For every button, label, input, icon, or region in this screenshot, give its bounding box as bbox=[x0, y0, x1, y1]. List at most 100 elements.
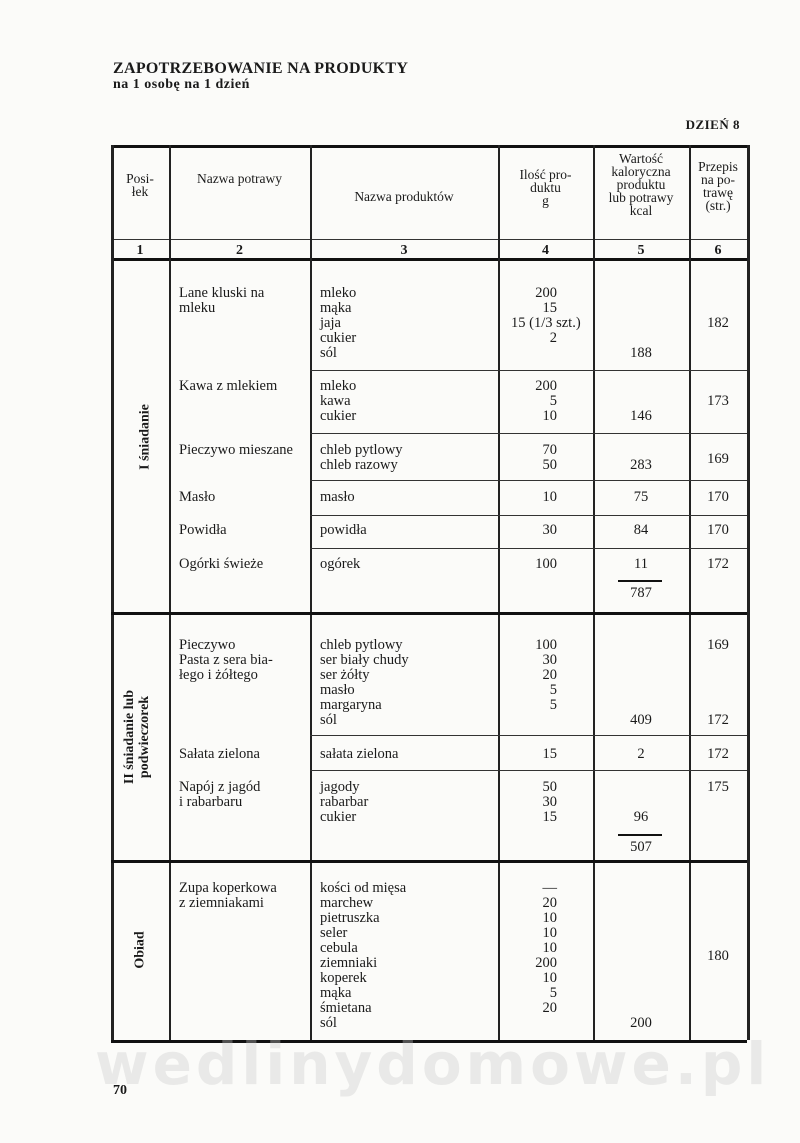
product-quantity: 200 bbox=[535, 378, 557, 394]
column-header: Przepis na po- trawę (str.) bbox=[698, 159, 738, 213]
product-quantity: 15 bbox=[542, 746, 558, 762]
product-name: marchew bbox=[320, 895, 374, 911]
product-name: cukier bbox=[320, 330, 357, 346]
product-name: sałata zielona bbox=[320, 746, 399, 762]
product-name: cukier bbox=[320, 809, 357, 825]
column-divider bbox=[111, 145, 114, 1040]
recipe-page: 172 bbox=[707, 556, 729, 572]
kcal-value: 11 bbox=[634, 556, 648, 572]
row-divider bbox=[310, 370, 747, 372]
product-name: ogórek bbox=[320, 556, 361, 572]
page-title: ZAPOTRZEBOWANIE NA PRODUKTY bbox=[113, 60, 409, 77]
column-divider bbox=[498, 145, 500, 1040]
product-name: sól bbox=[320, 712, 337, 728]
kcal-value: 96 bbox=[633, 809, 649, 825]
recipe-page: 182 bbox=[707, 315, 729, 331]
kcal-value: 188 bbox=[630, 345, 652, 361]
product-quantity: 15 (1/3 szt.) bbox=[511, 315, 581, 331]
dish-name: Powidła bbox=[179, 522, 227, 538]
product-name: kości od mięsa bbox=[320, 880, 407, 896]
product-name: margaryna bbox=[320, 697, 382, 713]
kcal-value: 200 bbox=[630, 1015, 652, 1031]
product-quantity: 5 bbox=[549, 985, 557, 1001]
product-quantity: 30 bbox=[542, 652, 558, 668]
column-divider bbox=[169, 145, 171, 1040]
kcal-value: 146 bbox=[630, 408, 652, 424]
dish-name: Pieczywo mieszane bbox=[179, 442, 293, 458]
product-quantity: 5 bbox=[549, 682, 557, 698]
dish-name: Pieczywo Pasta z sera bia- łego i żółteg… bbox=[179, 637, 273, 683]
product-name: jaja bbox=[320, 315, 341, 331]
product-quantity: 10 bbox=[542, 925, 558, 941]
meal-label: II śniadanie lub podwieczorek bbox=[122, 689, 152, 785]
dish-name: Napój z jagód i rabarbaru bbox=[179, 779, 261, 810]
product-name: rabarbar bbox=[320, 794, 369, 810]
dish-name: Sałata zielona bbox=[179, 746, 260, 762]
row-divider bbox=[310, 548, 747, 550]
product-quantity: 15 bbox=[542, 809, 558, 825]
kcal-value: 84 bbox=[633, 522, 649, 538]
product-name: jagody bbox=[320, 779, 360, 795]
product-quantity: 50 bbox=[542, 457, 558, 473]
product-name: ser biały chudy bbox=[320, 652, 409, 668]
page-subtitle: na 1 osobę na 1 dzień bbox=[113, 77, 250, 92]
product-name: mąka bbox=[320, 300, 352, 316]
product-quantity: 15 bbox=[542, 300, 558, 316]
product-name: cebula bbox=[320, 940, 358, 956]
product-quantity: 100 bbox=[535, 637, 557, 653]
product-name: ser żółty bbox=[320, 667, 370, 683]
product-quantity: 200 bbox=[535, 285, 557, 301]
column-header: Posi- łek bbox=[126, 171, 154, 199]
row-divider bbox=[310, 433, 747, 435]
recipe-page: 169 bbox=[707, 637, 729, 653]
day-label: DZIEŃ 8 bbox=[685, 117, 740, 132]
product-quantity: 100 bbox=[535, 556, 557, 572]
sum-line bbox=[618, 834, 662, 836]
dish-name: Ogórki świeże bbox=[179, 556, 264, 572]
recipe-page: 172 bbox=[707, 746, 729, 762]
section-divider bbox=[111, 612, 747, 615]
number-row-divider bbox=[111, 258, 747, 261]
row-divider bbox=[310, 515, 747, 517]
dish-name: Lane kluski na mleku bbox=[179, 285, 265, 316]
page-number: 70 bbox=[113, 1083, 127, 1098]
product-name: chleb pytlowy bbox=[320, 637, 403, 653]
column-number: 3 bbox=[400, 243, 408, 258]
column-divider bbox=[593, 145, 595, 1040]
recipe-page: 169 bbox=[707, 451, 729, 467]
product-quantity: 10 bbox=[542, 910, 558, 926]
dish-name: Masło bbox=[179, 489, 216, 505]
product-quantity: 30 bbox=[542, 794, 558, 810]
product-quantity: 5 bbox=[549, 393, 557, 409]
product-name: ziemniaki bbox=[320, 955, 378, 971]
product-name: pietruszka bbox=[320, 910, 380, 926]
row-divider bbox=[310, 770, 747, 772]
product-name: seler bbox=[320, 925, 348, 941]
product-quantity: 20 bbox=[542, 895, 558, 911]
section-divider bbox=[111, 860, 747, 863]
product-name: kawa bbox=[320, 393, 351, 409]
meal-label: I śniadanie bbox=[137, 404, 153, 470]
sum-line bbox=[618, 580, 662, 582]
table-bottom-border bbox=[111, 1040, 747, 1043]
kcal-value: 75 bbox=[633, 489, 649, 505]
column-number: 5 bbox=[637, 243, 645, 258]
recipe-page: 172 bbox=[707, 712, 729, 728]
product-name: chleb pytlowy bbox=[320, 442, 403, 458]
row-divider bbox=[310, 480, 747, 482]
recipe-page: 170 bbox=[707, 489, 729, 505]
product-name: mleko bbox=[320, 285, 357, 301]
product-name: masło bbox=[320, 682, 355, 698]
product-name: sól bbox=[320, 1015, 337, 1031]
table-top-border bbox=[111, 145, 747, 148]
recipe-page: 175 bbox=[707, 779, 729, 795]
product-quantity: 10 bbox=[542, 940, 558, 956]
kcal-value: 283 bbox=[630, 457, 652, 473]
product-quantity: 10 bbox=[542, 489, 558, 505]
product-name: sól bbox=[320, 345, 337, 361]
product-name: koperek bbox=[320, 970, 367, 986]
product-quantity: 30 bbox=[542, 522, 558, 538]
product-quantity: 50 bbox=[542, 779, 558, 795]
column-divider bbox=[310, 145, 312, 1040]
product-quantity: 2 bbox=[549, 330, 557, 346]
